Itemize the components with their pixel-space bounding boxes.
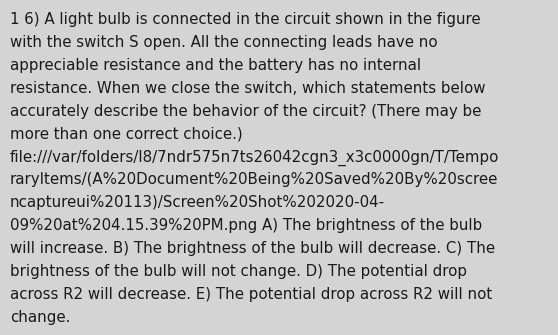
Text: across R2 will decrease. E) The potential drop across R2 will not: across R2 will decrease. E) The potentia… — [10, 287, 492, 302]
Text: change.: change. — [10, 310, 70, 325]
Text: resistance. When we close the switch, which statements below: resistance. When we close the switch, wh… — [10, 81, 485, 95]
Text: brightness of the bulb will not change. D) The potential drop: brightness of the bulb will not change. … — [10, 264, 467, 279]
Text: ncaptureui%20113)/Screen%20Shot%202020-04-: ncaptureui%20113)/Screen%20Shot%202020-0… — [10, 195, 385, 210]
Text: appreciable resistance and the battery has no internal: appreciable resistance and the battery h… — [10, 58, 421, 73]
Text: will increase. B) The brightness of the bulb will decrease. C) The: will increase. B) The brightness of the … — [10, 241, 495, 256]
Text: accurately describe the behavior of the circuit? (There may be: accurately describe the behavior of the … — [10, 104, 482, 119]
Text: raryItems/(A%20Document%20Being%20Saved%20By%20scree: raryItems/(A%20Document%20Being%20Saved%… — [10, 173, 498, 187]
Text: more than one correct choice.): more than one correct choice.) — [10, 127, 243, 141]
Text: file:///var/folders/l8/7ndr575n7ts26042cgn3_x3c0000gn/T/Tempo: file:///var/folders/l8/7ndr575n7ts26042c… — [10, 149, 499, 165]
Text: with the switch S open. All the connecting leads have no: with the switch S open. All the connecti… — [10, 35, 437, 50]
Text: 09%20at%204.15.39%20PM.png A) The brightness of the bulb: 09%20at%204.15.39%20PM.png A) The bright… — [10, 218, 482, 233]
Text: 1 6) A light bulb is connected in the circuit shown in the figure: 1 6) A light bulb is connected in the ci… — [10, 12, 480, 27]
